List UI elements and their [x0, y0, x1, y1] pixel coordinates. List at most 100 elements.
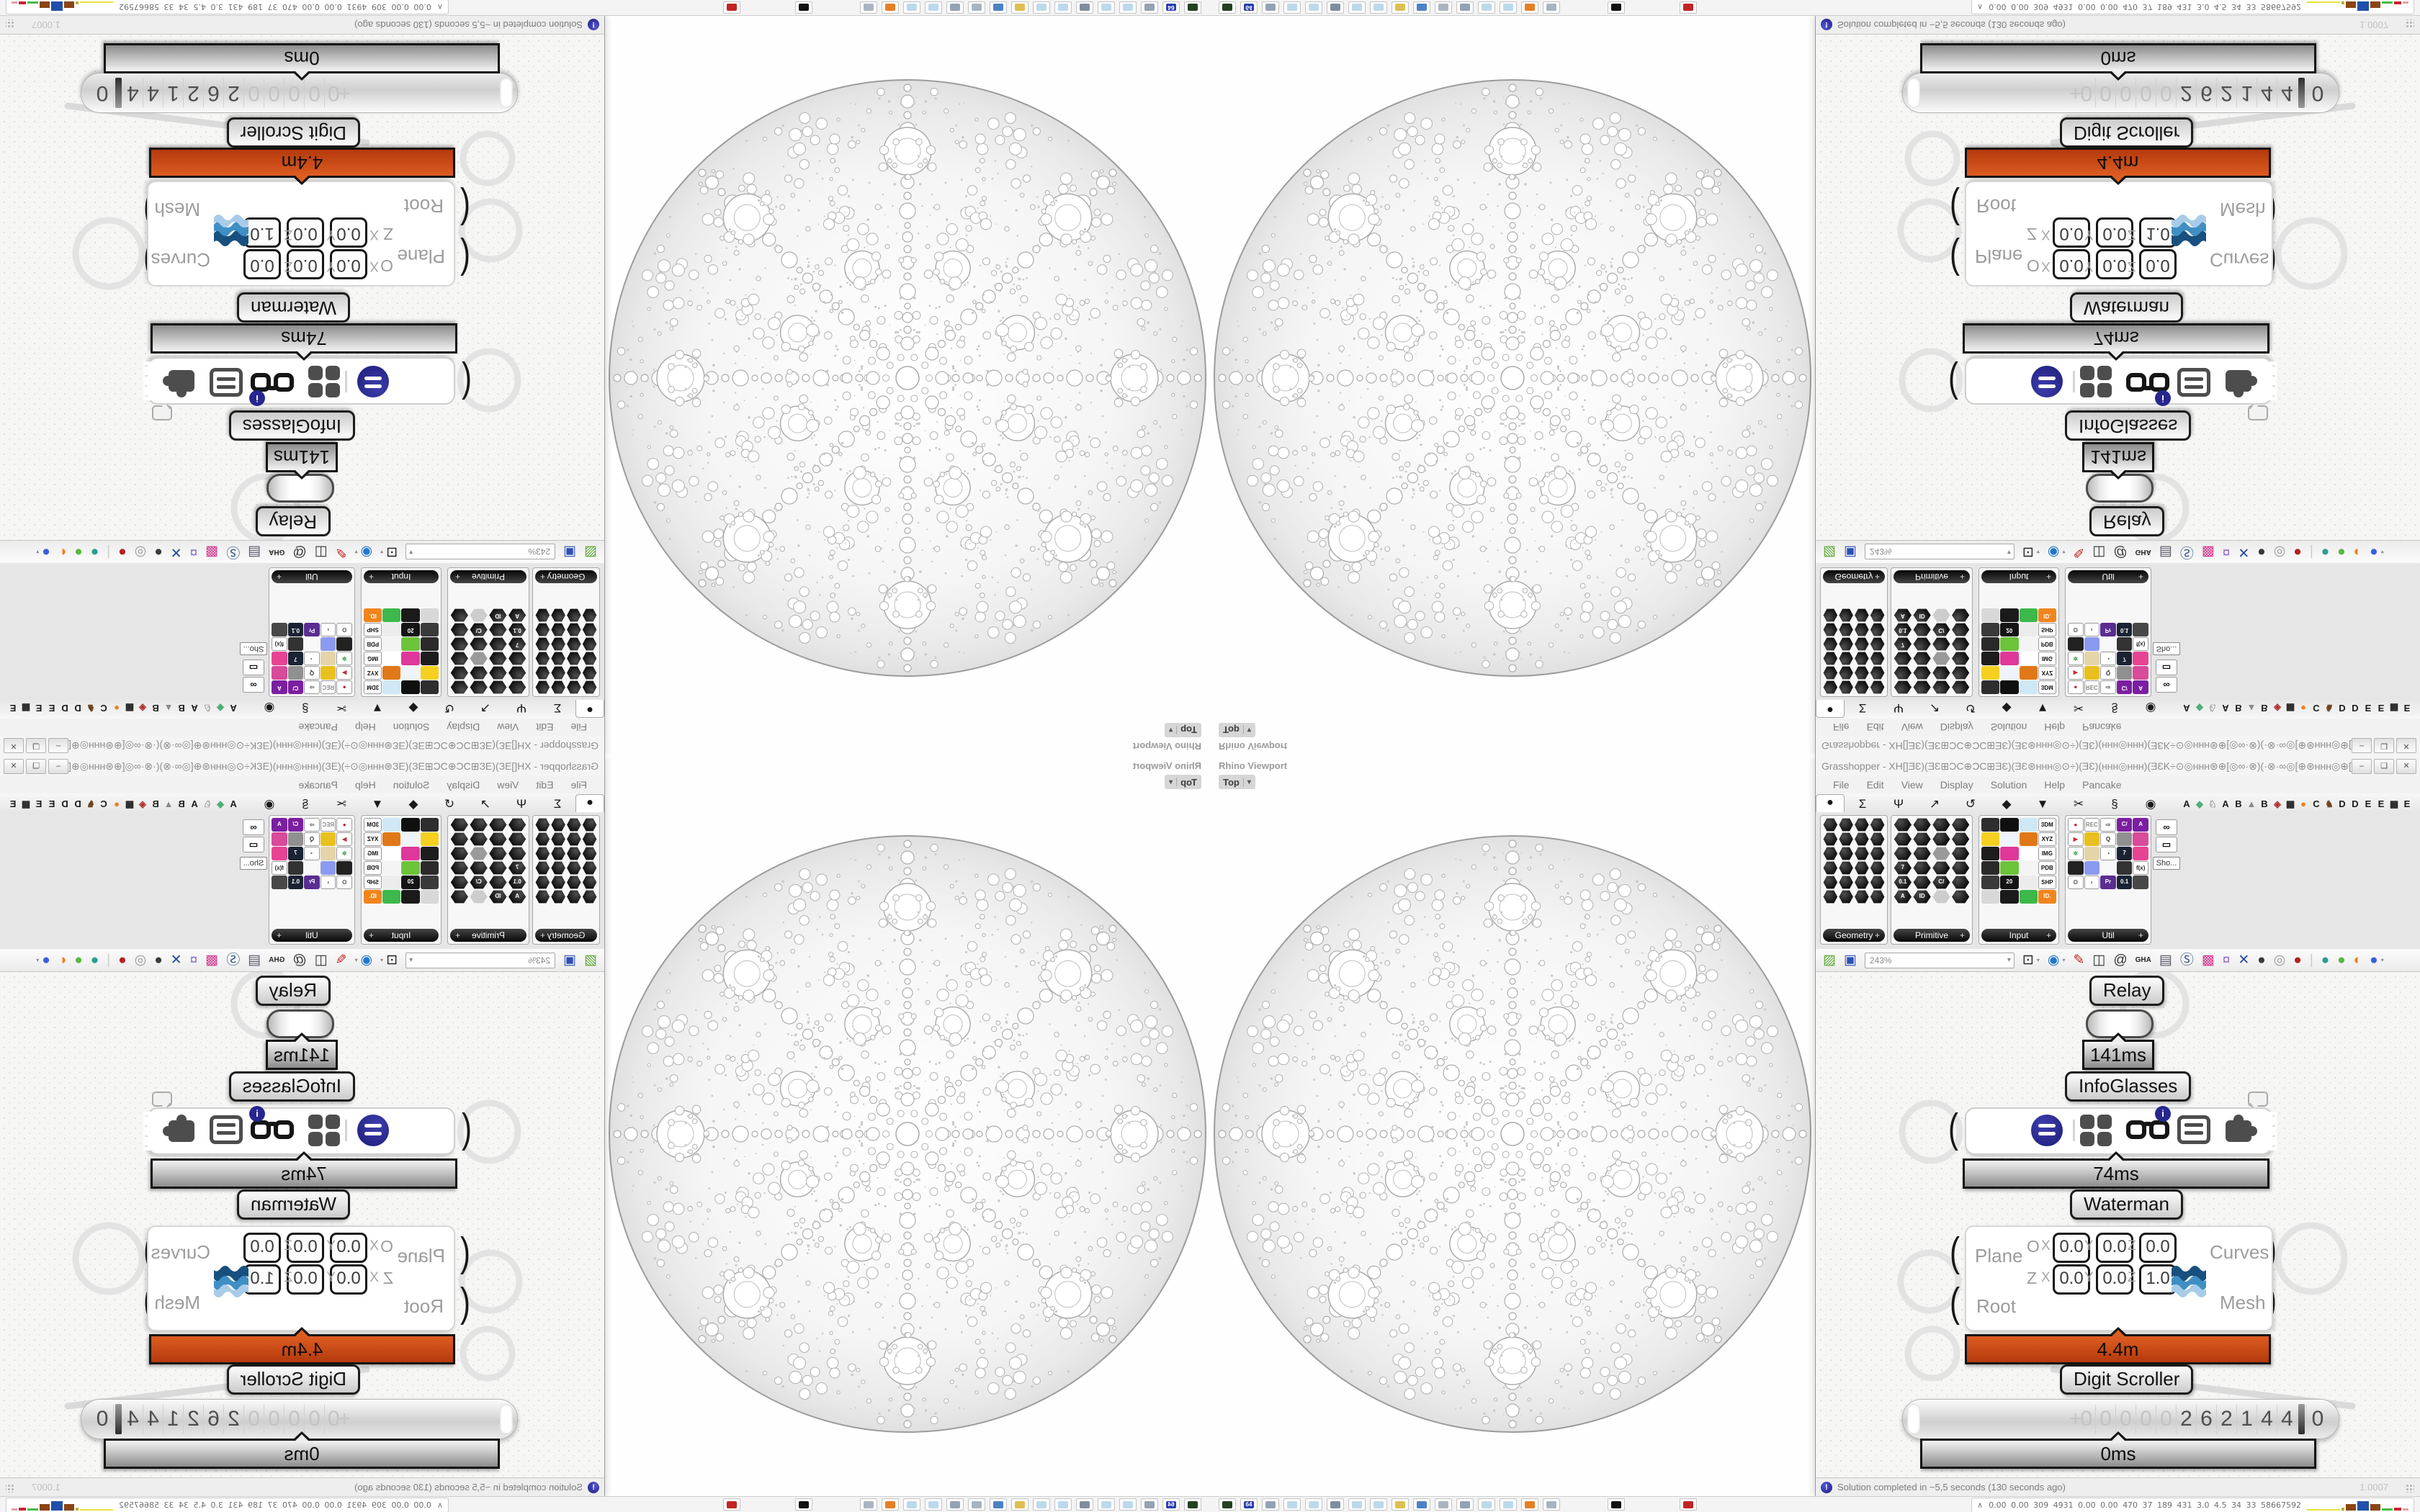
component-icon[interactable]: [551, 876, 566, 889]
taskbar-button[interactable]: [1521, 1, 1538, 14]
component-tab[interactable]: C: [100, 703, 107, 714]
canvas-zoom-dropdown[interactable]: 243% ▾: [405, 952, 556, 968]
toolbar-separator[interactable]: |: [2309, 953, 2313, 968]
palette-group-label[interactable]: Geometry +: [535, 929, 597, 942]
component-icon[interactable]: [420, 890, 439, 904]
component-icon[interactable]: [1913, 666, 1932, 680]
component-icon[interactable]: [2133, 832, 2148, 846]
waterman-plane-grip[interactable]: (: [1950, 237, 1960, 284]
component-icon[interactable]: [1981, 876, 2000, 889]
taskbar-button[interactable]: [1033, 1498, 1050, 1511]
component-tab[interactable]: ◆: [2196, 703, 2203, 714]
component-icon[interactable]: [551, 608, 566, 622]
component-icon[interactable]: A: [2133, 680, 2148, 694]
component-icon[interactable]: SHP: [364, 876, 382, 889]
zoom-extents-icon[interactable]: ⊡: [386, 544, 398, 559]
component-icon[interactable]: [420, 847, 439, 860]
component-icon[interactable]: [1855, 818, 1869, 832]
plane-value-box[interactable]: 0.0: [243, 249, 281, 279]
component-icon[interactable]: Pr: [304, 623, 320, 636]
plugin-puzzle-icon[interactable]: [2226, 370, 2251, 392]
component-tab[interactable]: ●: [575, 700, 604, 718]
component-icon[interactable]: [470, 890, 488, 904]
component-tab[interactable]: A: [2222, 703, 2229, 714]
comment-bubble-icon[interactable]: [152, 1092, 172, 1107]
close-button[interactable]: ✕: [4, 759, 24, 774]
component-icon[interactable]: [582, 818, 597, 832]
component-tab[interactable]: ◆: [408, 797, 418, 811]
component-icon[interactable]: [470, 847, 488, 860]
red-balloon-icon[interactable]: ●: [2293, 544, 2302, 559]
plugin-icon[interactable]: ∞: [243, 819, 264, 835]
component-icon[interactable]: [2019, 608, 2038, 622]
component-icon[interactable]: 0.1: [2116, 623, 2133, 636]
component-tab[interactable]: ●: [1816, 794, 1845, 812]
stats-caret-icon[interactable]: ∧: [436, 1501, 443, 1510]
component-icon[interactable]: [1952, 818, 1970, 832]
gha-icon[interactable]: GHA: [269, 548, 285, 557]
component-icon[interactable]: ✲: [336, 847, 352, 860]
digit-cells[interactable]: +0 0 0 0 0 2 6 2 1 4 4 0: [91, 78, 355, 108]
component-tab[interactable]: ♞: [2325, 703, 2334, 714]
menu-display[interactable]: Display: [1940, 779, 1973, 791]
component-icon[interactable]: ▶: [2068, 666, 2084, 680]
component-icon[interactable]: [1855, 652, 1870, 665]
component-icon[interactable]: [1932, 637, 1951, 651]
component-tab[interactable]: ▲: [163, 703, 174, 714]
component-icon[interactable]: [535, 637, 550, 651]
component-icon[interactable]: [2019, 652, 2038, 665]
palette-group-label[interactable]: Primitive +: [1894, 570, 1970, 583]
component-icon[interactable]: [535, 876, 550, 889]
author-at-icon[interactable]: @: [292, 953, 307, 968]
component-icon[interactable]: [382, 818, 401, 832]
component-icon[interactable]: [1870, 652, 1885, 665]
digit-cell-dim[interactable]: 0: [2095, 1405, 2115, 1434]
component-tab[interactable]: B: [2261, 798, 2268, 809]
component-icon[interactable]: A: [1894, 890, 1912, 904]
component-icon[interactable]: PDB: [2038, 861, 2056, 875]
menu-help[interactable]: Help: [354, 721, 376, 733]
chevron-down-icon[interactable]: ▾: [409, 548, 413, 557]
taskbar-button[interactable]: [1456, 1, 1474, 14]
component-tab[interactable]: ◉: [2145, 701, 2156, 715]
taskbar-button[interactable]: [925, 1498, 942, 1511]
component-icon[interactable]: [382, 847, 401, 860]
taskbar-button[interactable]: [1076, 1498, 1093, 1511]
digit-cell-dim[interactable]: 0: [284, 78, 305, 107]
component-icon[interactable]: Pr: [304, 876, 320, 889]
component-tab[interactable]: D: [74, 703, 81, 714]
component-icon[interactable]: [1870, 680, 1885, 694]
component-icon[interactable]: [401, 818, 420, 832]
component-icon[interactable]: [2084, 666, 2100, 680]
component-icon[interactable]: 3DM: [2038, 680, 2056, 694]
component-icon[interactable]: [401, 637, 420, 651]
taskbar-button[interactable]: [1500, 1498, 1517, 1511]
component-icon[interactable]: [287, 832, 304, 846]
component-icon[interactable]: [1839, 652, 1854, 665]
component-icon[interactable]: [1951, 666, 1970, 680]
component-icon[interactable]: [1839, 637, 1854, 651]
component-icon[interactable]: [1823, 666, 1838, 680]
digit-cell[interactable]: 6: [204, 78, 224, 107]
component-icon[interactable]: [1870, 666, 1885, 680]
expand-plus-icon[interactable]: +: [455, 930, 461, 940]
component-icon[interactable]: [1952, 832, 1970, 846]
galapagos-icon[interactable]: ✕: [2238, 544, 2250, 559]
teal-balloon-icon[interactable]: ●: [2321, 544, 2330, 559]
taskbar-button[interactable]: [882, 1, 899, 14]
component-icon[interactable]: [470, 818, 488, 832]
taskbar-button[interactable]: [1521, 1498, 1538, 1511]
component-tab[interactable]: E: [35, 798, 42, 809]
component-icon[interactable]: [420, 832, 439, 846]
component-icon[interactable]: ⇨: [2100, 818, 2116, 832]
component-icon[interactable]: [382, 832, 401, 846]
infoglasses-node[interactable]: i: [1965, 1106, 2277, 1155]
component-icon[interactable]: [508, 832, 526, 846]
infoglasses-node[interactable]: i: [1965, 357, 2277, 406]
component-icon[interactable]: [401, 666, 420, 680]
blue-balloon-icon[interactable]: ●: [2370, 953, 2378, 968]
component-icon[interactable]: [1981, 818, 2000, 832]
component-icon[interactable]: [1823, 847, 1838, 860]
component-icon[interactable]: [1981, 623, 2000, 636]
component-icon[interactable]: ID.: [364, 890, 382, 904]
